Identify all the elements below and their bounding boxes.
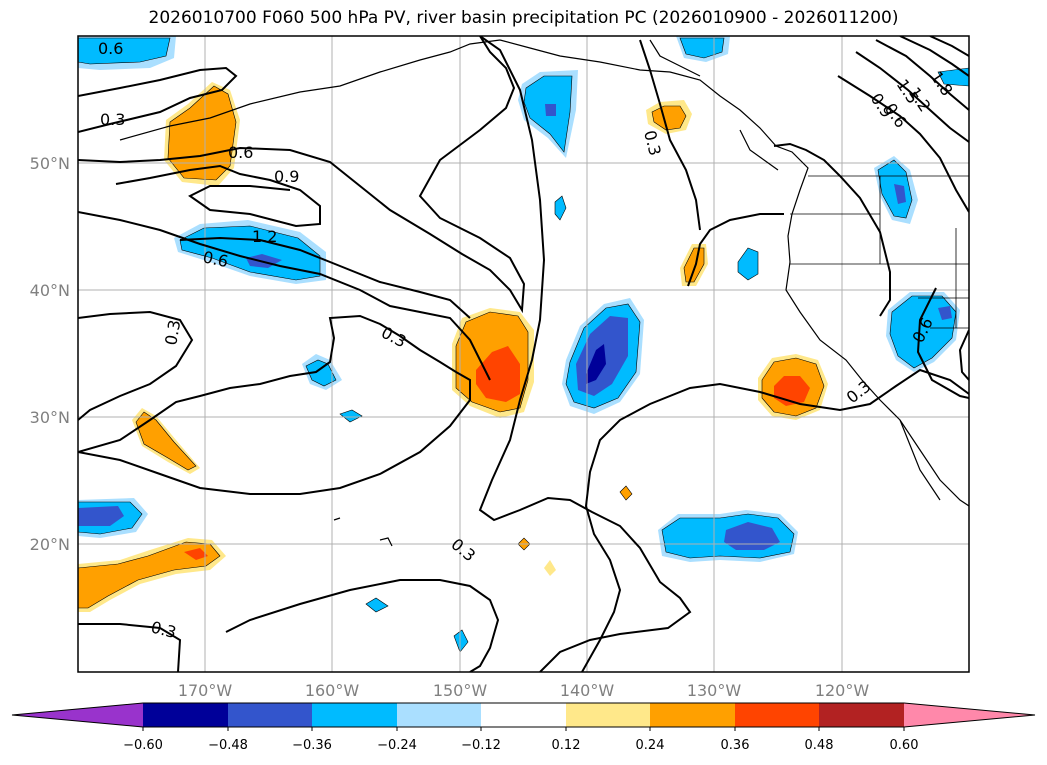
colorbar-tick-label: −0.60 — [123, 738, 163, 753]
colorbar-tick-label: 0.24 — [636, 738, 665, 753]
colorbar-min-extend — [12, 703, 143, 727]
colorbar-segment — [312, 703, 397, 727]
colorbar-tick-label: 0.36 — [721, 738, 750, 753]
precip-negative-area — [305, 359, 337, 387]
coastlines — [119, 39, 969, 547]
precip-positive-area — [683, 247, 705, 283]
precip-negative-area — [365, 597, 389, 613]
colorbar: −0.60 −0.48 −0.36 −0.24 −0.12 0.12 0.24 … — [11, 702, 1036, 753]
colorbar-tick-label: −0.48 — [208, 738, 248, 753]
lat-label: 30°N — [30, 408, 70, 427]
lon-label: 170°W — [178, 681, 233, 700]
contour-label: 0.6 — [98, 39, 123, 58]
lat-label: 50°N — [30, 154, 70, 173]
map-frame — [77, 35, 970, 673]
lon-label: 150°W — [433, 681, 488, 700]
colorbar-tick-label: −0.24 — [377, 738, 417, 753]
precip-negative-area — [724, 522, 780, 550]
precip-negative-area — [889, 295, 957, 369]
precip-negative-area — [894, 184, 906, 204]
contour-label: 0.3 — [161, 318, 184, 346]
colorbar-segment — [566, 703, 650, 727]
lat-label: 20°N — [30, 535, 70, 554]
colorbar-tick-label: −0.36 — [292, 738, 332, 753]
longitude-labels: 170°W 160°W 150°W 140°W 130°W 120°W — [178, 681, 870, 700]
lon-label: 140°W — [560, 681, 615, 700]
lon-label: 130°W — [687, 681, 742, 700]
colorbar-segment — [819, 703, 904, 727]
precip-negative-area — [938, 306, 952, 320]
colorbar-tick-label: 0.12 — [552, 738, 581, 753]
colorbar-segment — [143, 703, 228, 727]
colorbar-segment — [397, 703, 481, 727]
precip-positive-area — [78, 541, 221, 609]
precip-negative-area — [545, 104, 556, 116]
precip-positive-area — [619, 485, 633, 501]
precip-positive-area — [476, 346, 520, 402]
colorbar-segment — [650, 703, 735, 727]
precip-positive-area — [544, 560, 556, 576]
colorbar-ticks — [142, 727, 905, 731]
colorbar-tick-label: 0.60 — [890, 738, 919, 753]
lon-label: 120°W — [815, 681, 870, 700]
colorbar-tick-label: 0.48 — [805, 738, 834, 753]
precip-positive-area — [184, 548, 208, 560]
contour-label: 0.6 — [201, 247, 230, 271]
precip-positive-area — [135, 411, 197, 471]
colorbar-segment — [735, 703, 819, 727]
map-plot-area: 0.6 0.3 0.6 0.9 1.2 0.6 0.3 0.3 0.3 0.3 … — [78, 36, 969, 672]
lon-label: 160°W — [305, 681, 360, 700]
colorbar-max-extend — [904, 703, 1035, 727]
contour-label: 0.9 — [274, 167, 299, 186]
contour-label: 0.6 — [228, 143, 253, 162]
lat-label: 40°N — [30, 281, 70, 300]
precip-negative-area — [679, 37, 725, 59]
precip-negative-area — [78, 37, 171, 65]
colorbar-segment — [228, 703, 312, 727]
precip-negative-area — [78, 506, 124, 526]
contour-label: 1.2 — [252, 227, 277, 246]
precip-positive-area — [651, 105, 687, 131]
precip-negative-area — [339, 409, 363, 423]
precip-negative-area — [554, 195, 567, 221]
colorbar-segment — [481, 703, 566, 727]
precip-negative-area — [737, 247, 759, 281]
pv-contours — [78, 36, 969, 672]
contour-label: 0.3 — [100, 110, 125, 129]
state-borders — [790, 175, 969, 329]
latitude-labels: 50°N 40°N 30°N 20°N — [30, 154, 70, 554]
precip-negative-area — [586, 344, 606, 384]
map-title: 2026010700 F060 500 hPa PV, river basin … — [148, 8, 899, 28]
colorbar-tick-label: −0.12 — [461, 738, 501, 753]
precip-negative-area — [453, 629, 469, 653]
